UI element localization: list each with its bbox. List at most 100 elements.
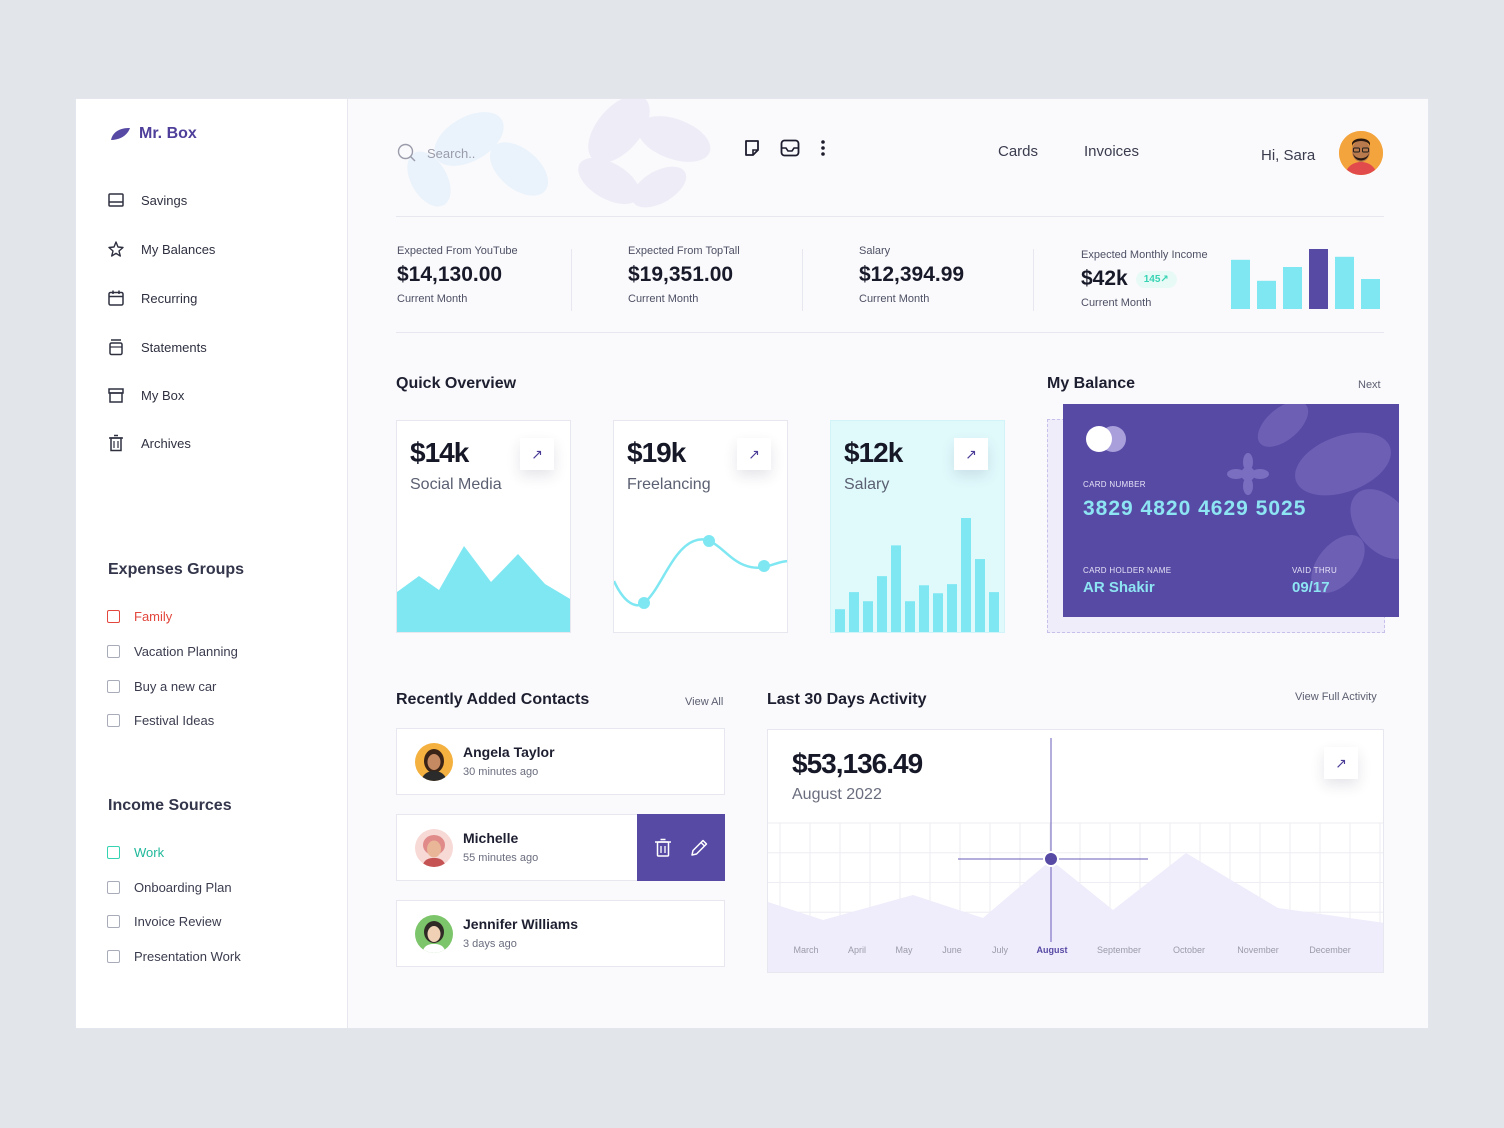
stat-label: Expected From TopTall xyxy=(628,245,740,257)
growth-badge: 145↗ xyxy=(1135,270,1177,288)
search-input[interactable]: Search.. xyxy=(427,145,476,161)
contact-angela-taylor[interactable]: Angela Taylor 30 minutes ago xyxy=(396,728,725,795)
expense-vacation-planning[interactable]: Vacation Planning xyxy=(107,644,238,659)
checkbox[interactable] xyxy=(107,881,120,894)
stat-value: $14,130.00 xyxy=(397,263,503,286)
brand[interactable]: Mr. Box xyxy=(109,125,197,143)
my-balance-title: My Balance xyxy=(1047,375,1136,392)
inbox-icon[interactable] xyxy=(780,139,800,157)
salary-bar xyxy=(835,609,845,632)
sidebar-item-label: Recurring xyxy=(141,290,198,306)
open-arrow-button[interactable]: ↗ xyxy=(954,438,988,470)
activity-title: Last 30 Days Activity xyxy=(767,691,927,708)
user-avatar-image xyxy=(1339,131,1383,175)
brand-name: Mr. Box xyxy=(139,125,197,142)
flower-decoration xyxy=(407,99,711,208)
delete-icon[interactable] xyxy=(654,838,672,858)
card-number-label: CARD NUMBER xyxy=(1083,480,1146,489)
checkbox[interactable] xyxy=(107,714,120,727)
month-label: March xyxy=(793,945,818,955)
overview-card-freelancing[interactable]: $19k Freelancing ↗ xyxy=(613,420,788,633)
sidebar-item-my-box[interactable]: My Box xyxy=(107,386,184,404)
expense-label: Vacation Planning xyxy=(134,644,238,659)
next-link[interactable]: Next xyxy=(1358,379,1381,391)
overview-value: $14k xyxy=(410,437,469,468)
income-label: Work xyxy=(134,845,165,860)
toolbar-icons xyxy=(744,139,826,157)
salary-bar xyxy=(905,601,915,632)
trash-icon xyxy=(109,434,123,452)
credit-card[interactable]: CARD NUMBER 3829 4820 4629 5025 CARD HOL… xyxy=(1063,404,1399,617)
income-presentation-work[interactable]: Presentation Work xyxy=(107,949,241,964)
income-work[interactable]: Work xyxy=(107,845,164,860)
nav-link-cards[interactable]: Cards xyxy=(998,143,1039,160)
overview-card-social-media[interactable]: $14k Social Media ↗ xyxy=(396,420,571,633)
contact-avatar-image xyxy=(415,743,453,781)
header-divider xyxy=(396,216,1384,217)
salary-bar xyxy=(919,585,929,632)
sidebar-item-savings[interactable]: Savings xyxy=(107,191,187,209)
activity-area-chart: March April May June July August September Octo… xyxy=(768,738,1383,972)
checkbox[interactable] xyxy=(107,846,120,859)
nav-link-invoices[interactable]: Invoices xyxy=(1084,143,1140,160)
app-window: Mr. Box Savings My Balances Recurring St… xyxy=(75,98,1429,1029)
arrow-up-right-icon: ↗ xyxy=(531,445,543,462)
sidebar-item-label: Statements xyxy=(141,339,207,355)
divider xyxy=(1033,249,1034,311)
axis-band xyxy=(768,942,1383,972)
income-label: Presentation Work xyxy=(134,949,241,964)
expense-buy-a-new-car[interactable]: Buy a new car xyxy=(107,679,216,694)
contact-jennifer-williams[interactable]: Jennifer Williams 3 days ago xyxy=(396,900,725,967)
selected-point[interactable] xyxy=(1043,851,1059,867)
open-arrow-button[interactable]: ↗ xyxy=(737,438,771,470)
month-label: May xyxy=(895,945,913,955)
income-invoice-review[interactable]: Invoice Review xyxy=(107,914,221,929)
stat-sub: Current Month xyxy=(859,293,930,305)
contact-michelle[interactable]: Michelle 55 minutes ago xyxy=(396,814,725,881)
calendar-icon xyxy=(108,290,124,306)
leaf-logo-icon xyxy=(111,128,130,140)
checkbox[interactable] xyxy=(107,610,120,623)
contact-time: 30 minutes ago xyxy=(463,766,539,778)
open-arrow-button[interactable]: ↗ xyxy=(520,438,554,470)
checkbox[interactable] xyxy=(107,680,120,693)
income-bar xyxy=(1257,280,1276,309)
income-onboarding-plan[interactable]: Onboarding Plan xyxy=(107,880,232,895)
contact-name: Angela Taylor xyxy=(463,744,555,760)
user-avatar[interactable] xyxy=(1339,131,1383,175)
note-icon[interactable] xyxy=(744,139,760,157)
stat-sub: Current Month xyxy=(397,293,468,305)
main-content: Search.. Cards Invoices Hi, Sara Expecte xyxy=(349,99,1428,1028)
income-bar xyxy=(1231,259,1250,309)
salary-bar xyxy=(975,559,985,632)
star-icon xyxy=(108,241,124,257)
stat-value: $42k 145↗ xyxy=(1081,267,1208,291)
stat-salary: Salary $12,394.99 Current Month xyxy=(859,245,964,305)
search-icon xyxy=(397,143,416,162)
sidebar-item-archives[interactable]: Archives xyxy=(107,434,191,452)
view-full-activity-link[interactable]: View Full Activity xyxy=(1295,691,1377,703)
sidebar: Mr. Box Savings My Balances Recurring St… xyxy=(76,99,348,1028)
sidebar-item-statements[interactable]: Statements xyxy=(107,338,207,356)
edit-pencil-icon[interactable] xyxy=(690,838,709,857)
salary-bar xyxy=(877,576,887,632)
overview-card-salary[interactable]: $12k Salary ↗ xyxy=(830,420,1005,633)
more-vertical-icon[interactable] xyxy=(820,139,826,157)
search-bar[interactable]: Search.. xyxy=(397,143,475,163)
salary-bar xyxy=(989,592,999,632)
checkbox[interactable] xyxy=(107,645,120,658)
open-arrow-button[interactable]: ↗ xyxy=(1324,747,1358,779)
expense-family[interactable]: Family xyxy=(107,609,172,624)
income-bar xyxy=(1309,249,1328,309)
checkbox[interactable] xyxy=(107,915,120,928)
sidebar-item-my-balances[interactable]: My Balances xyxy=(107,240,215,258)
card-holder-label: CARD HOLDER NAME xyxy=(1083,566,1172,575)
contact-name: Michelle xyxy=(463,830,519,846)
view-all-link[interactable]: View All xyxy=(685,696,724,708)
salary-bar xyxy=(961,518,971,632)
checkbox[interactable] xyxy=(107,950,120,963)
income-bar xyxy=(1335,256,1354,309)
sidebar-item-recurring[interactable]: Recurring xyxy=(107,289,197,307)
expense-festival-ideas[interactable]: Festival Ideas xyxy=(107,713,214,728)
quick-overview-title: Quick Overview xyxy=(396,375,517,392)
